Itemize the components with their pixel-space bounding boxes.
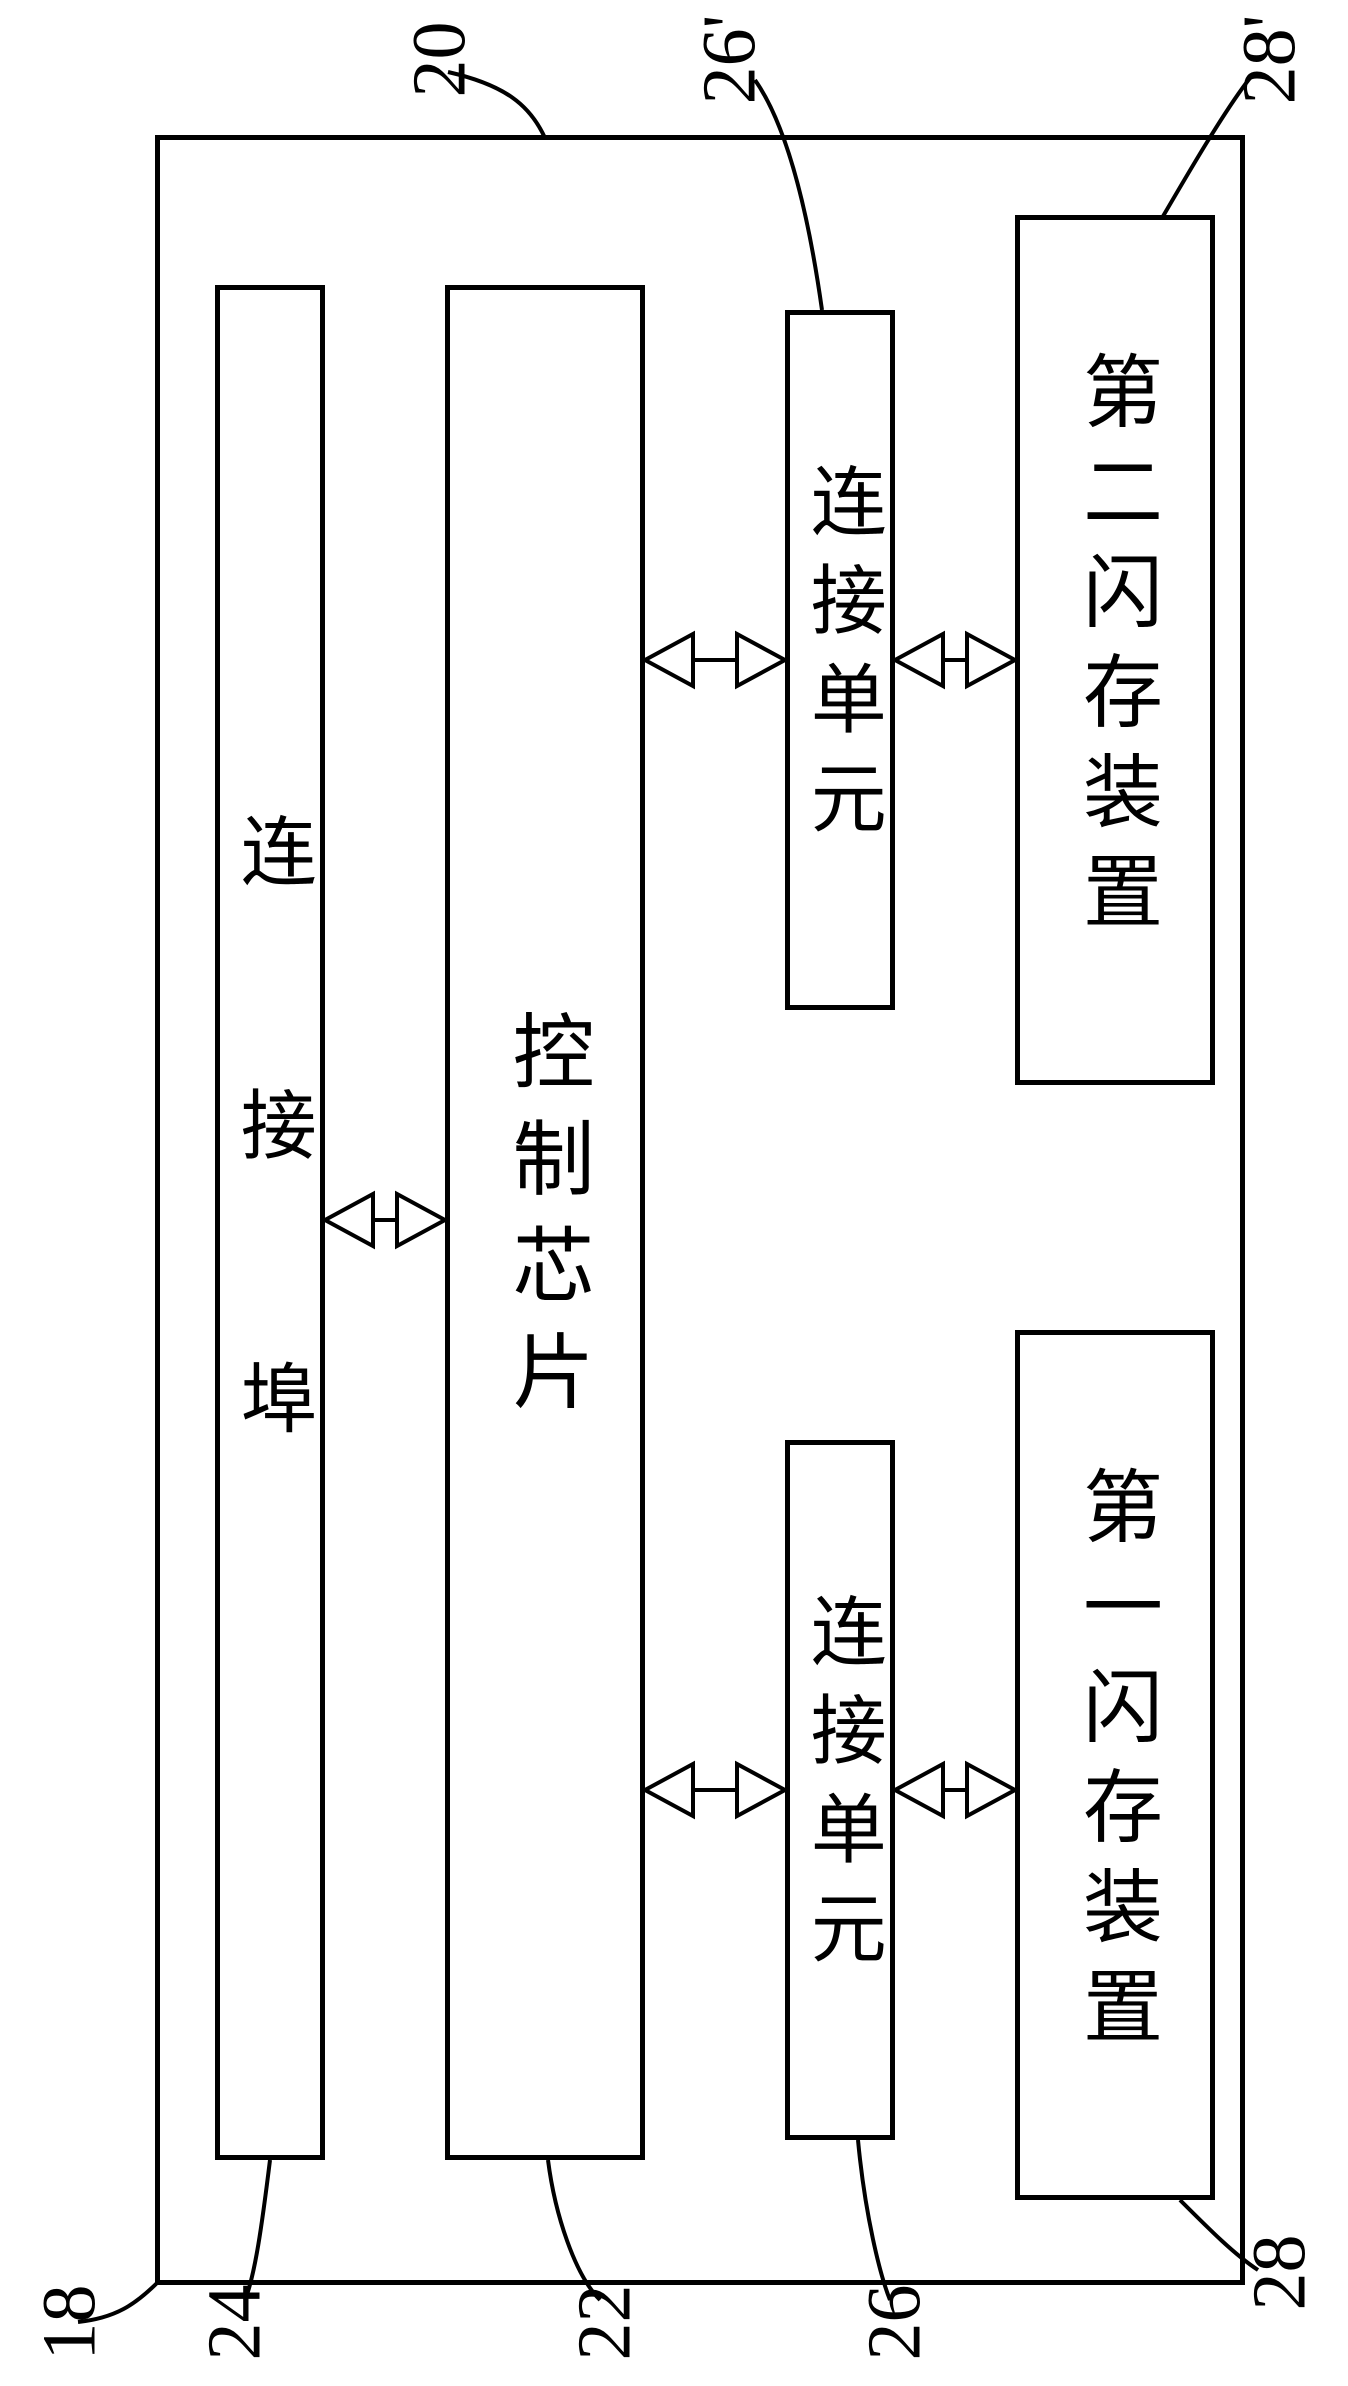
ref-22-text: 22 — [562, 2285, 649, 2361]
ref-28-text: 28 — [1237, 2235, 1324, 2311]
ref-18-text: 18 — [27, 2285, 114, 2361]
leader-26p — [755, 80, 822, 310]
ref-26: 26 — [830, 2275, 960, 2370]
ref-26p-text: 26' — [686, 15, 773, 105]
ref-28: 28 — [1215, 2225, 1345, 2320]
ref-24-text: 24 — [192, 2285, 279, 2361]
ref-22: 22 — [540, 2275, 670, 2370]
ref-20: 20 — [375, 12, 505, 107]
ref-26-text: 26 — [852, 2285, 939, 2361]
ref-18: 18 — [5, 2275, 135, 2370]
ref-20-text: 20 — [397, 22, 484, 98]
ref-28p-text: 28' — [1226, 15, 1313, 105]
ref-24: 24 — [170, 2275, 300, 2370]
callout-leaders — [0, 0, 1348, 2386]
ref-26p: 26' — [655, 12, 805, 107]
ref-28p: 28' — [1195, 12, 1345, 107]
